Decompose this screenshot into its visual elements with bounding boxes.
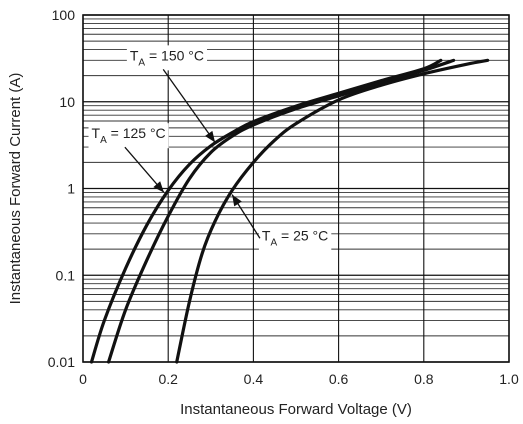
series-layer — [89, 58, 490, 364]
x-tick-label: 0.8 — [414, 371, 434, 387]
annotation-2: TA = 25 °C — [231, 194, 332, 251]
annotation-label: TA = 150 °C — [130, 47, 204, 68]
series-line-1 — [106, 58, 456, 364]
y-tick-label: 100 — [52, 7, 76, 23]
x-tick-label: 0.4 — [244, 371, 264, 387]
tick-labels: 0 0.2 0.4 0.6 0.8 1.0 0.01 0.1 1 10 100 — [48, 7, 519, 387]
annotation-0: TA = 150 °C — [126, 45, 216, 143]
annotation-label-bg — [258, 225, 332, 251]
y-axis-title: Instantaneous Forward Current (A) — [7, 73, 24, 305]
y-tick-label: 0.01 — [48, 354, 75, 370]
plot-frame — [82, 14, 510, 363]
x-tick-label: 1.0 — [499, 371, 519, 387]
annotation-label: TA = 125 °C — [92, 125, 166, 146]
annotation-arrowhead — [205, 130, 216, 143]
annotation-label: TA = 25 °C — [262, 228, 328, 249]
annotation-label-bg — [126, 45, 208, 71]
series-line-0 — [89, 58, 443, 364]
annotation-arrowhead — [153, 181, 164, 193]
annotation-arrowhead — [232, 194, 242, 207]
annotation-layer: TA = 150 °C TA = 125 °C TA = 25 °C — [88, 45, 332, 251]
y-tick-label: 10 — [59, 94, 75, 110]
y-tick-label: 1 — [67, 181, 75, 197]
annotation-1: TA = 125 °C — [88, 123, 169, 193]
series-line-2 — [175, 58, 490, 364]
x-tick-label: 0.2 — [158, 371, 178, 387]
y-tick-label: 0.1 — [56, 267, 76, 283]
annotation-label-bg — [88, 123, 169, 149]
annotation-arrow-line — [162, 68, 216, 143]
x-tick-label: 0 — [79, 371, 87, 387]
x-axis-title: Instantaneous Forward Voltage (V) — [180, 401, 412, 418]
x-tick-label: 0.6 — [329, 371, 349, 387]
